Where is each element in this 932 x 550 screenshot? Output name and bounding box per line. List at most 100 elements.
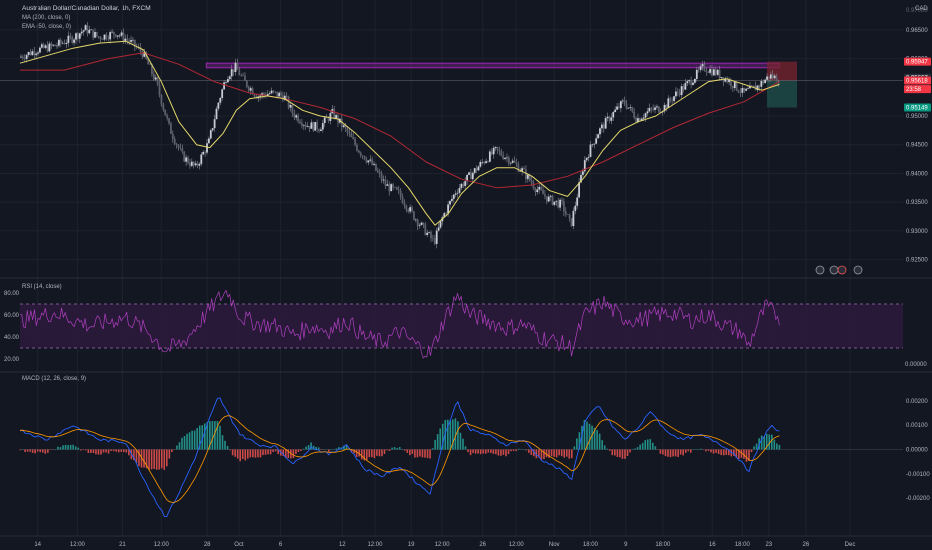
candle-body <box>526 174 529 179</box>
symbol-title[interactable]: Australian Dollar/Canadian Dollar, 1h, F… <box>22 5 151 12</box>
candle-body <box>82 30 85 32</box>
candle-body <box>253 94 256 96</box>
macd-histogram-bar <box>745 449 748 462</box>
candle-body <box>728 79 730 83</box>
currency-label[interactable]: CAD <box>915 6 928 12</box>
candle-body <box>773 75 776 79</box>
candle-body <box>667 98 670 108</box>
candle-body <box>775 75 778 82</box>
macd-histogram-bar <box>522 449 525 450</box>
candle-body <box>621 100 624 102</box>
event-flag-icon[interactable] <box>829 265 839 275</box>
candle-body <box>318 129 320 131</box>
macd-histogram-bar <box>176 445 178 450</box>
candle-body <box>437 227 440 231</box>
candle-body <box>574 205 577 211</box>
time-tick-label: 12:00 <box>435 542 451 548</box>
macd-histogram-bar <box>654 446 657 450</box>
macd-histogram-bar <box>335 448 338 450</box>
price-tick-label: 0.95000 <box>906 114 928 120</box>
macd-histogram-bar <box>128 449 130 456</box>
candle-body <box>348 132 351 134</box>
macd-histogram-bar <box>748 449 750 461</box>
macd-histogram-bar <box>39 449 42 453</box>
candle-body <box>278 92 281 97</box>
indicator-ma-label[interactable]: MA (200, close, 0) <box>22 15 70 21</box>
candle-body <box>200 154 203 164</box>
time-tick-label: 18:00 <box>735 542 751 548</box>
time-tick-label: 12:00 <box>509 542 525 548</box>
candle-body <box>709 69 711 73</box>
candle-body <box>555 200 558 202</box>
macd-tick-label: 0.00000 <box>906 448 928 454</box>
candle-body <box>490 151 493 155</box>
candle-body <box>745 88 748 91</box>
macd-histogram-bar <box>378 449 381 457</box>
candle-body <box>215 108 218 120</box>
candle-body <box>411 207 413 212</box>
event-flag-icon[interactable] <box>837 265 847 275</box>
candle-body <box>181 148 184 152</box>
macd-histogram-bar <box>24 449 26 453</box>
candle-body <box>226 79 229 83</box>
macd-histogram-bar <box>753 446 755 450</box>
macd-histogram-bar <box>77 447 80 450</box>
macd-histogram-bar <box>292 449 295 459</box>
price-tag-entry <box>904 76 931 85</box>
macd-histogram-bar <box>262 449 264 456</box>
time-tick-label: Dec <box>845 542 856 548</box>
candle-body <box>21 56 24 59</box>
candle-body <box>65 42 68 45</box>
macd-histogram-bar <box>588 423 591 450</box>
macd-histogram-bar <box>29 449 31 452</box>
candle-body <box>671 100 674 102</box>
candle-body <box>304 125 307 127</box>
event-flag-icon[interactable] <box>815 265 825 275</box>
macd-histogram-bar <box>672 449 674 457</box>
event-flag-icon[interactable] <box>853 265 863 275</box>
macd-histogram-bar <box>538 449 540 458</box>
candle-body <box>80 31 83 34</box>
macd-histogram-bar <box>143 449 145 468</box>
macd-histogram-bar <box>669 449 672 458</box>
price-tick-label: 0.93500 <box>906 200 928 206</box>
macd-histogram-bar <box>431 448 434 450</box>
candle-body <box>323 117 326 124</box>
macd-histogram-bar <box>687 449 690 452</box>
candle-body <box>92 29 94 38</box>
candle-body <box>585 157 588 161</box>
macd-histogram-bar <box>406 449 409 453</box>
candle-body <box>301 123 303 126</box>
candle-body <box>356 144 358 151</box>
candle-body <box>688 80 691 82</box>
candle-body <box>561 199 563 202</box>
candle-body <box>439 221 442 228</box>
macd-histogram-bar <box>467 449 469 453</box>
macd-histogram-bar <box>634 448 636 450</box>
macd-histogram-bar <box>47 449 49 453</box>
macd-title[interactable]: MACD (12, 26, close, 9) <box>22 376 86 382</box>
macd-histogram-bar <box>667 449 669 457</box>
candle-body <box>232 69 235 73</box>
candle-body <box>67 35 70 43</box>
candle-body <box>469 172 472 180</box>
time-axis: 14 12:00 21 12:00 28 Oct 6 12 12:00 19 12:00 26 12:0… <box>34 542 855 548</box>
candle-body <box>101 39 104 40</box>
candle-body <box>488 151 491 162</box>
candle-body <box>242 75 244 76</box>
macd-histogram-bar <box>381 449 383 457</box>
candle-body <box>731 86 734 88</box>
macd-histogram-bar <box>219 425 221 450</box>
macd-histogram-bar <box>188 432 191 450</box>
macd-histogram-bar <box>343 445 345 450</box>
candle-body <box>272 90 275 92</box>
indicator-ema-label[interactable]: EMA (50, close, 0) <box>22 24 71 30</box>
macd-histogram-bar <box>317 447 320 450</box>
macd-histogram-bar <box>365 449 368 461</box>
candle-body <box>141 51 144 57</box>
macd-histogram-bar <box>259 449 262 458</box>
macd-histogram-bar <box>31 449 34 453</box>
macd-histogram-bar <box>750 449 753 453</box>
rsi-title[interactable]: RSI (14, close) <box>22 284 62 290</box>
candle-body <box>557 200 560 208</box>
